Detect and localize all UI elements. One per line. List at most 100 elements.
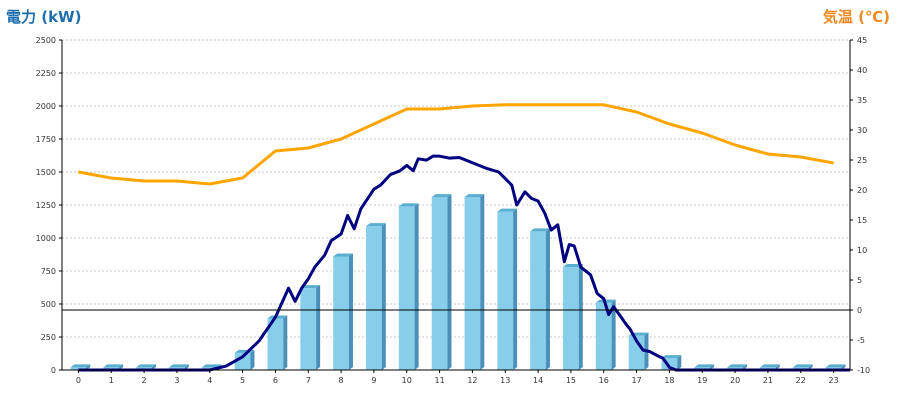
bar-side	[545, 228, 550, 370]
right-tick-label: 45	[857, 36, 867, 45]
bar	[234, 352, 251, 370]
x-tick-label: 16	[599, 376, 609, 385]
bar-top	[267, 315, 288, 319]
right-tick-label: -5	[857, 336, 865, 345]
bar-top	[366, 223, 386, 227]
bar	[300, 288, 317, 370]
temperature-line	[78, 103, 834, 186]
bar-top	[825, 364, 846, 368]
x-tick-label: 10	[402, 376, 412, 385]
x-tick-label: 15	[566, 376, 576, 385]
x-tick-label: 14	[533, 376, 543, 385]
x-tick-label: 22	[796, 376, 806, 385]
right-tick-label: 40	[857, 66, 867, 75]
bar-side	[611, 299, 616, 370]
bar-side	[283, 315, 288, 370]
lines-layer	[78, 103, 850, 372]
bar-top	[464, 194, 485, 198]
axes-layer: 02505007501000125015001750200022502500-1…	[36, 36, 870, 385]
left-tick-label: 1000	[36, 234, 56, 243]
left-tick-label: 1750	[36, 135, 56, 144]
left-axis-title: 電力 (kW)	[6, 8, 82, 26]
bar-side	[316, 285, 321, 370]
bar-side	[250, 349, 255, 370]
bar-top	[694, 364, 715, 368]
right-tick-label: 25	[857, 156, 867, 165]
bar-side	[677, 355, 682, 370]
bar-top	[792, 364, 813, 368]
bar	[267, 318, 284, 370]
x-tick-label: 3	[174, 376, 179, 385]
bar-side	[480, 194, 485, 370]
right-tick-label: 10	[857, 246, 867, 255]
bar-top	[661, 355, 682, 359]
x-tick-label: 11	[434, 376, 444, 385]
x-tick-label: 13	[500, 376, 510, 385]
x-tick-label: 5	[240, 376, 245, 385]
x-tick-label: 4	[207, 376, 212, 385]
bar	[464, 197, 481, 370]
left-tick-label: 500	[41, 300, 56, 309]
right-tick-label: 0	[857, 306, 862, 315]
x-tick-label: 0	[76, 376, 81, 385]
bar	[530, 231, 546, 370]
bar-top	[530, 228, 550, 232]
x-tick-label: 7	[306, 376, 311, 385]
right-tick-label: -10	[857, 366, 870, 375]
x-tick-label: 1	[109, 376, 114, 385]
bar-top	[300, 285, 321, 289]
x-tick-label: 12	[467, 376, 477, 385]
bar-top	[398, 203, 419, 207]
right-tick-label: 5	[857, 276, 862, 285]
bar-top	[563, 264, 583, 268]
bar-side	[578, 264, 583, 370]
bar-top	[727, 364, 747, 368]
x-tick-label: 9	[371, 376, 376, 385]
right-axis-title: 気温 (℃)	[822, 8, 890, 26]
power-line	[78, 154, 850, 372]
x-tick-label: 18	[664, 376, 674, 385]
bar-side	[513, 208, 518, 370]
right-tick-label: 30	[857, 126, 867, 135]
right-tick-label: 20	[857, 186, 867, 195]
bar	[563, 267, 579, 370]
bar-side	[414, 203, 419, 370]
grid-layer	[62, 39, 850, 338]
bar-top	[333, 253, 353, 257]
left-tick-label: 2500	[36, 36, 56, 45]
x-tick-label: 21	[763, 376, 773, 385]
bar-side	[447, 194, 452, 370]
left-tick-label: 1500	[36, 168, 56, 177]
x-tick-label: 2	[142, 376, 147, 385]
right-tick-label: 35	[857, 96, 867, 105]
x-tick-label: 23	[828, 376, 838, 385]
bar-top	[136, 364, 156, 368]
left-tick-label: 750	[41, 267, 56, 276]
left-tick-label: 0	[51, 366, 56, 375]
x-tick-label: 17	[631, 376, 641, 385]
bar	[333, 256, 349, 370]
bar-top	[431, 194, 452, 198]
bar	[431, 197, 448, 370]
left-tick-label: 250	[41, 333, 56, 342]
bar	[595, 302, 612, 370]
bar	[497, 211, 514, 370]
x-tick-label: 20	[730, 376, 740, 385]
bar-top	[70, 364, 91, 368]
bar-top	[103, 364, 124, 368]
bar	[366, 226, 382, 370]
left-tick-label: 1250	[36, 201, 56, 210]
bar-side	[381, 223, 386, 370]
bar-top	[169, 364, 189, 368]
bar-top	[760, 364, 780, 368]
left-tick-label: 2250	[36, 69, 56, 78]
left-tick-label: 2000	[36, 102, 56, 111]
x-tick-label: 6	[273, 376, 278, 385]
bar-side	[348, 253, 353, 370]
bars-layer	[70, 194, 846, 370]
bar	[398, 206, 415, 370]
right-tick-label: 15	[857, 216, 867, 225]
x-tick-label: 19	[697, 376, 707, 385]
bar-top	[201, 364, 222, 368]
